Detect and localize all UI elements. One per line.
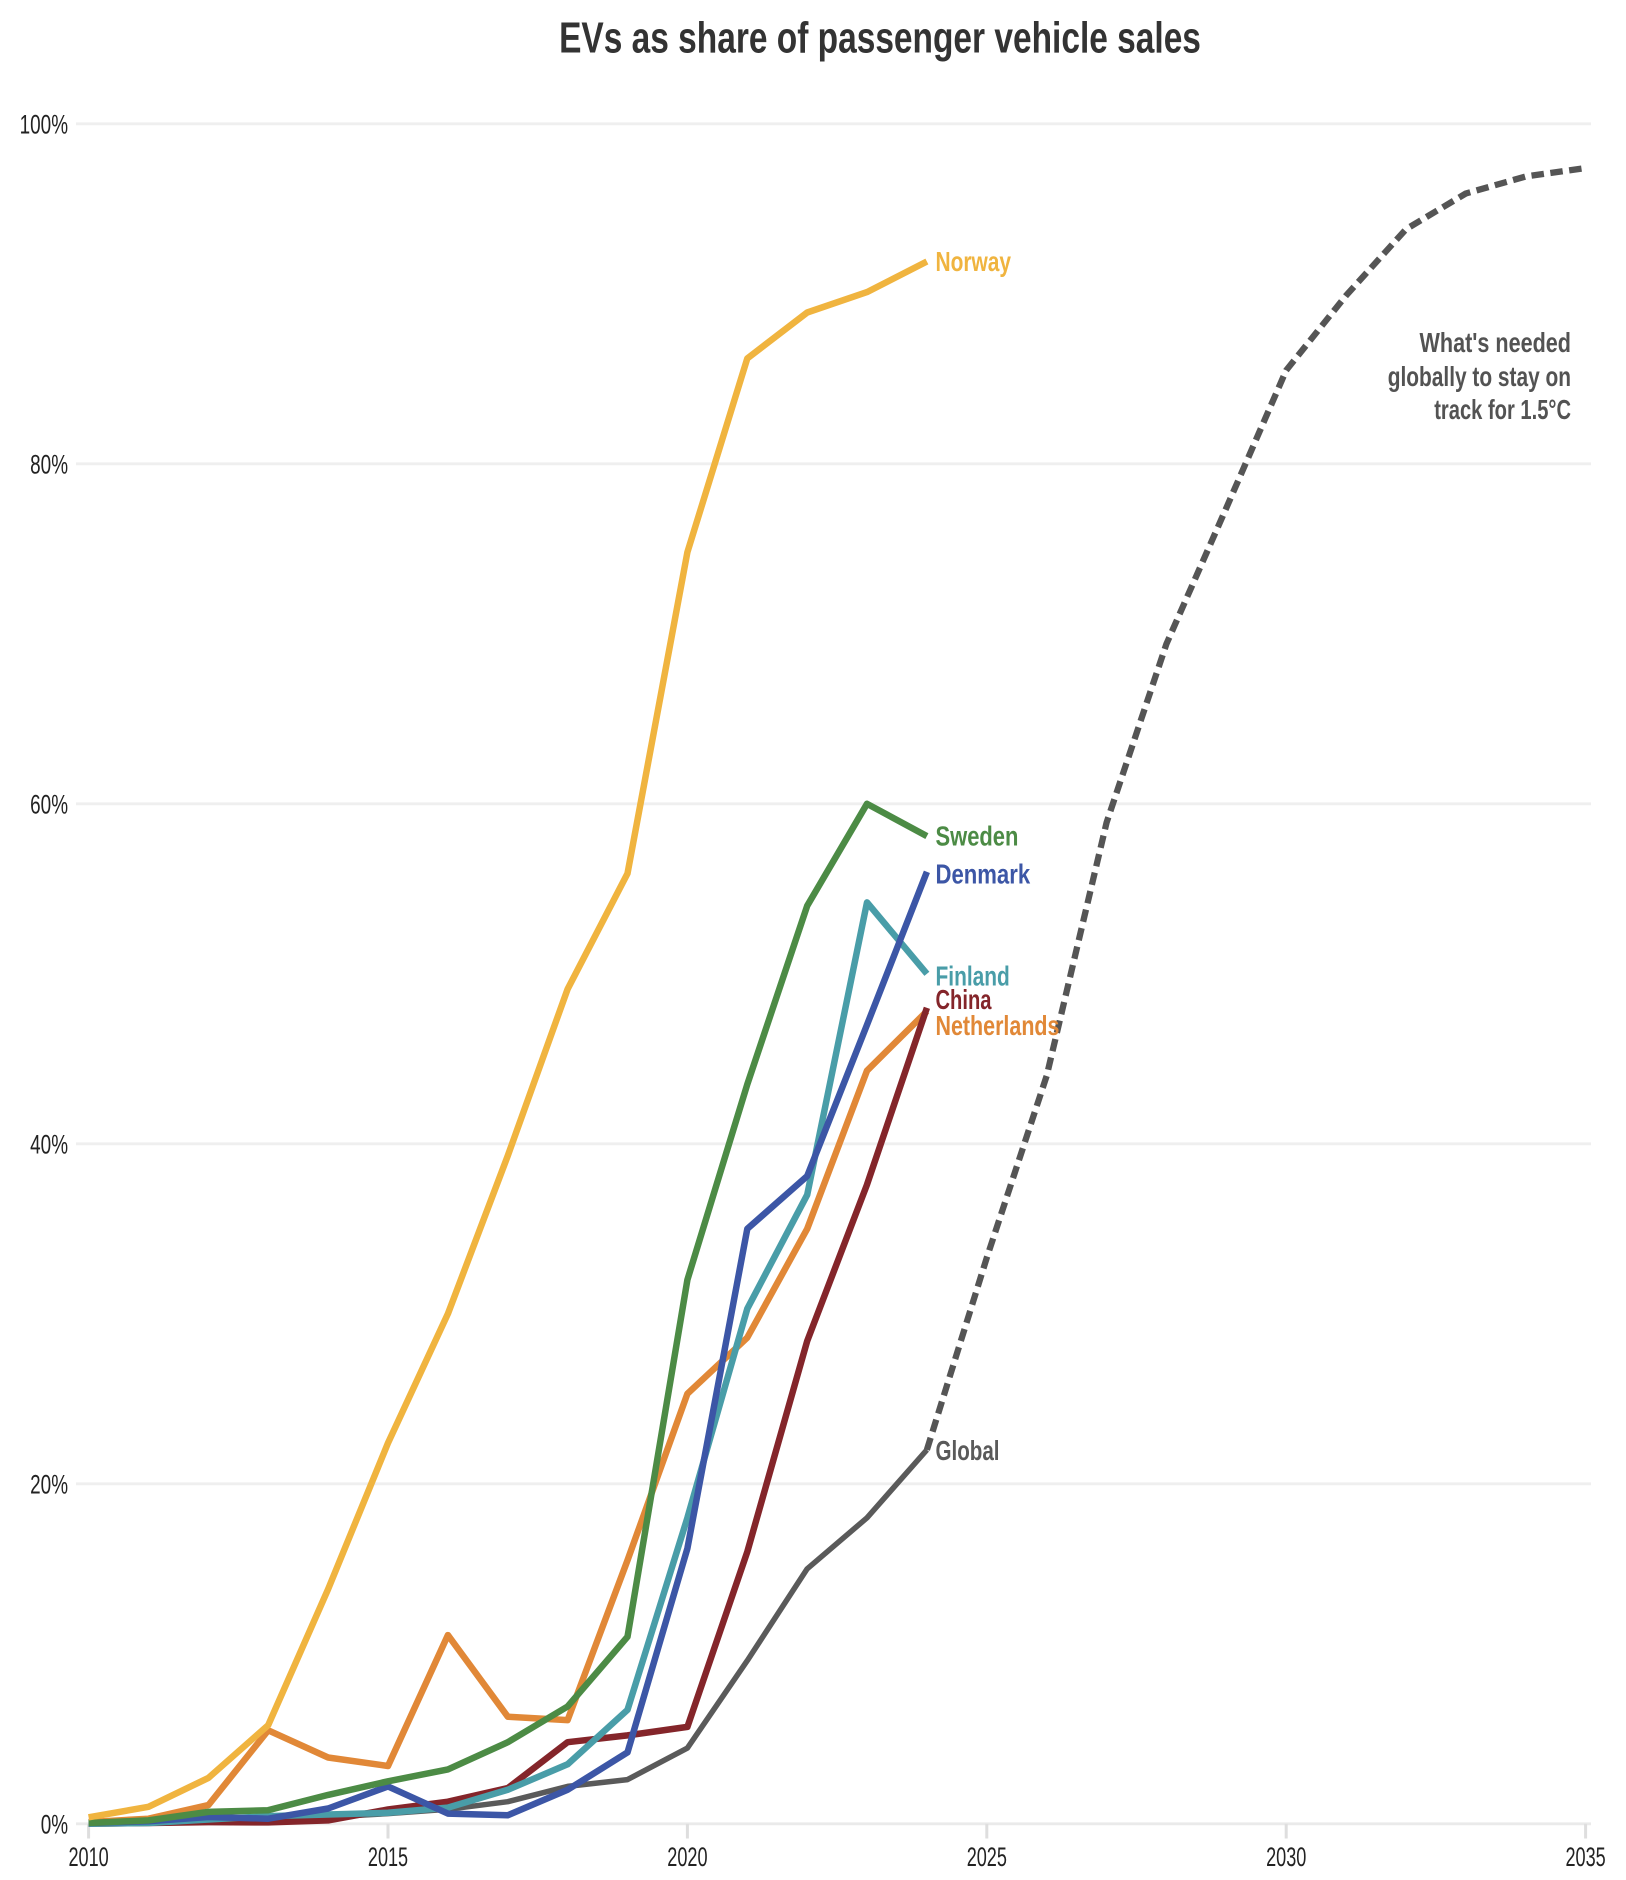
svg-text:100%: 100% [20,109,68,139]
svg-text:0%: 0% [41,1809,68,1839]
svg-text:Sweden: Sweden [936,821,1019,852]
svg-text:Netherlands: Netherlands [936,1010,1060,1041]
svg-text:60%: 60% [30,789,68,819]
svg-text:2010: 2010 [68,1841,108,1872]
svg-text:Norway: Norway [936,247,1012,278]
svg-text:China: China [936,985,992,1016]
svg-text:Finland: Finland [936,962,1010,993]
svg-text:2025: 2025 [967,1841,1007,1872]
svg-text:Global: Global [936,1436,1000,1467]
svg-text:2030: 2030 [1266,1841,1306,1872]
svg-text:globally to stay on: globally to stay on [1388,362,1571,393]
svg-text:20%: 20% [30,1469,68,1499]
svg-text:What's needed: What's needed [1420,327,1571,358]
svg-text:2035: 2035 [1565,1841,1605,1872]
svg-text:track for 1.5°C: track for 1.5°C [1434,395,1571,426]
svg-text:2015: 2015 [368,1841,408,1872]
svg-text:Denmark: Denmark [936,859,1031,890]
svg-text:2020: 2020 [667,1841,707,1872]
svg-text:40%: 40% [30,1129,68,1159]
svg-text:80%: 80% [30,449,68,479]
svg-text:EVs as share of passenger vehi: EVs as share of passenger vehicle sales [559,14,1201,62]
